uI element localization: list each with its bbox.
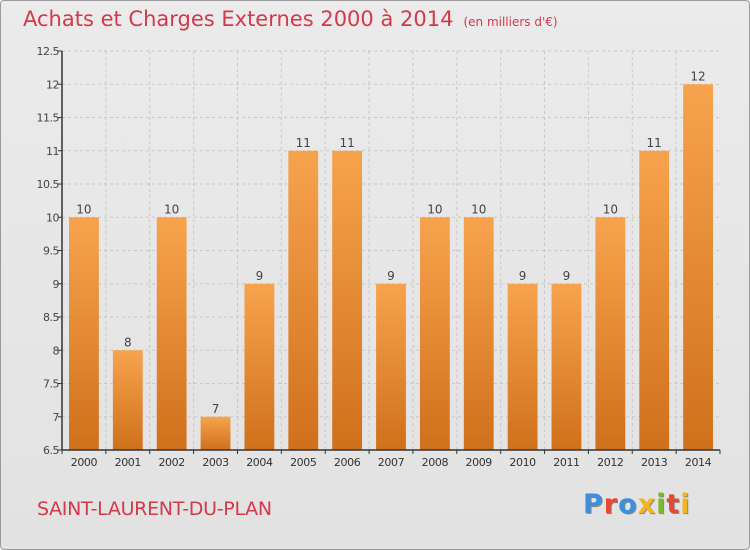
bar (288, 150, 319, 450)
data-label: 12 (690, 69, 705, 83)
data-label: 9 (256, 269, 264, 283)
proxiti-logo: Proxiti (583, 489, 691, 520)
y-tick-label: 9 (53, 278, 60, 291)
data-label: 10 (471, 202, 486, 216)
logo-letter: i (656, 489, 667, 520)
logo-letter: P (583, 489, 604, 520)
bar (507, 283, 538, 450)
y-tick-label: 10.5 (37, 178, 60, 191)
x-tick-label: 2009 (466, 456, 493, 469)
data-label: 11 (647, 136, 662, 150)
logo-letter: r (603, 489, 619, 520)
data-label: 7 (212, 402, 220, 416)
data-label: 9 (519, 269, 527, 283)
data-label: 9 (387, 269, 395, 283)
y-tick-label: 12.5 (37, 45, 60, 58)
chart-title-text: Achats et Charges Externes 2000 à 2014 (23, 7, 454, 31)
y-tick-label: 7 (53, 411, 60, 424)
x-tick-label: 2005 (290, 456, 317, 469)
bar (69, 217, 99, 450)
x-tick-label: 2007 (378, 456, 405, 469)
data-label: 8 (124, 335, 132, 349)
x-tick-label: 2006 (334, 456, 361, 469)
x-tick-label: 2011 (553, 456, 579, 469)
bar (244, 283, 275, 450)
x-tick-label: 2008 (422, 456, 449, 469)
x-tick-label: 2000 (71, 456, 98, 469)
y-tick-label: 10 (46, 211, 59, 224)
data-label: 11 (296, 136, 311, 150)
y-tick-label: 9.5 (43, 245, 59, 258)
y-tick-label: 12 (46, 78, 59, 91)
axes (58, 50, 721, 454)
labels: 6.5 7 7.5 8 8.5 9 9.5 10 10.5 11 11.5 12 12.5 10 2000 8… (37, 45, 713, 469)
bar (200, 416, 231, 450)
data-label: 10 (76, 202, 91, 216)
bar (419, 217, 450, 450)
y-tick-label: 6.5 (43, 444, 59, 457)
chart-unit: (en milliers d'€) (463, 15, 558, 29)
y-tick-label: 11 (46, 145, 59, 158)
bars (69, 84, 713, 450)
x-tick-label: 2004 (246, 456, 273, 469)
logo-letter: o (618, 489, 638, 520)
town-name: SAINT-LAURENT-DU-PLAN (37, 498, 272, 520)
bar (551, 283, 582, 450)
data-label: 10 (603, 202, 618, 216)
bar (639, 150, 670, 450)
y-tick-label: 11.5 (37, 112, 60, 125)
bar (463, 217, 494, 450)
data-label: 10 (427, 202, 442, 216)
bar (376, 283, 406, 450)
y-tick-label: 8.5 (43, 311, 59, 324)
data-label: 11 (339, 136, 354, 150)
logo-letter: i (680, 489, 691, 520)
bar (595, 217, 626, 450)
x-tick-label: 2001 (115, 456, 141, 469)
bar (332, 150, 363, 450)
bar (683, 84, 713, 450)
y-tick-label: 8 (53, 344, 60, 357)
y-tick-label: 7.5 (43, 378, 59, 391)
x-tick-label: 2010 (509, 456, 536, 469)
x-tick-label: 2002 (158, 456, 184, 469)
data-label: 10 (164, 202, 179, 216)
bar (112, 350, 143, 450)
logo-letter: x (637, 489, 657, 520)
x-tick-label: 2012 (597, 456, 623, 469)
x-tick-label: 2013 (641, 456, 668, 469)
x-tick-label: 2003 (202, 456, 229, 469)
x-tick-label: 2014 (685, 456, 712, 469)
chart-title: Achats et Charges Externes 2000 à 2014 (e… (23, 7, 558, 31)
bar (156, 217, 187, 450)
data-label: 9 (563, 269, 571, 283)
logo-letter: t (666, 489, 681, 520)
